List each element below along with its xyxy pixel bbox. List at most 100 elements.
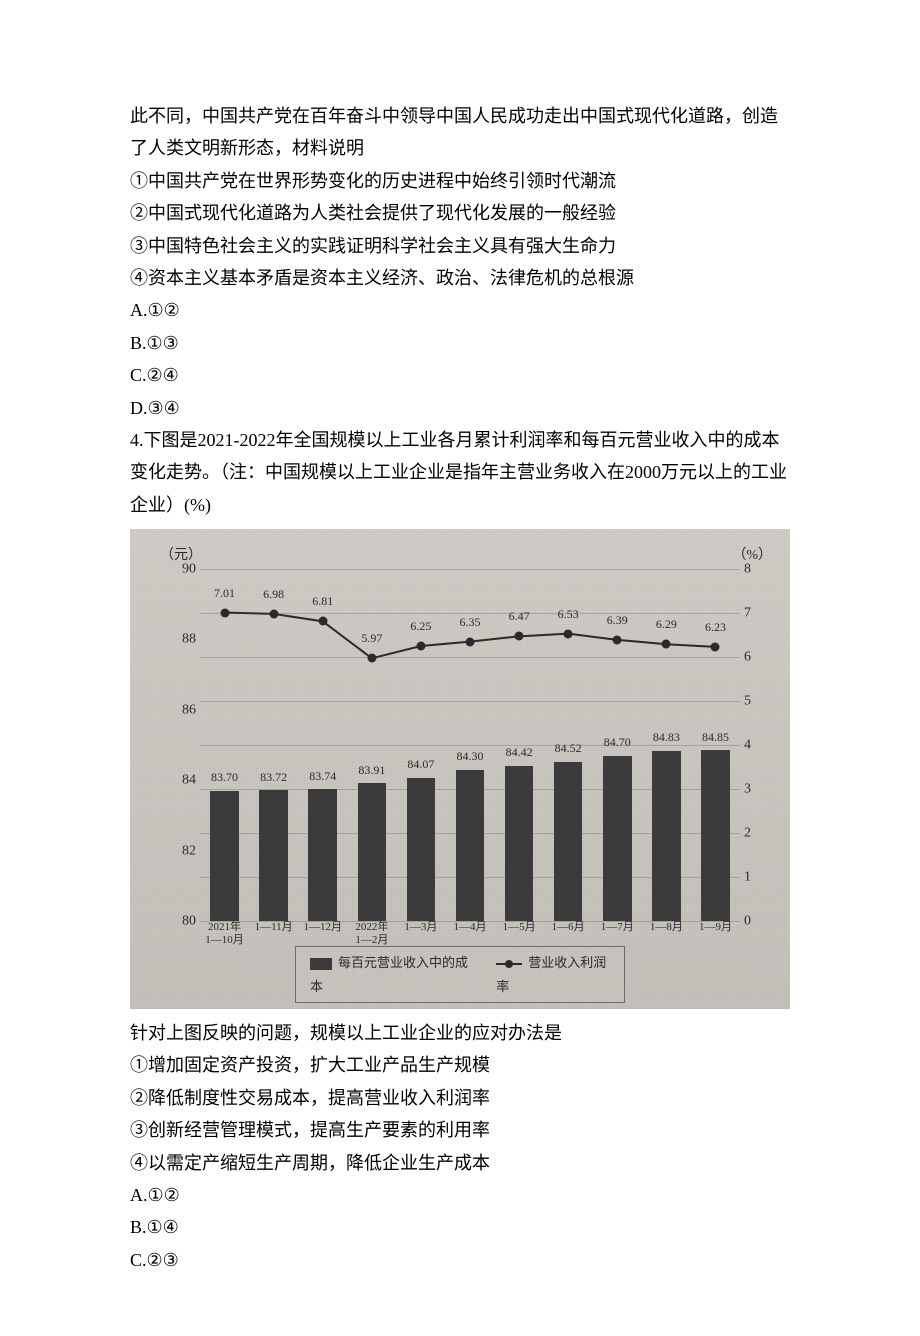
q3-stmt-2: ②中国式现代化道路为人类社会提供了现代化发展的一般经验 [130,197,790,229]
bar-value-label: 84.42 [506,742,533,764]
right-tick-label: 0 [740,908,751,933]
bar [407,778,435,921]
x-tick-label: 1—5月 [503,921,536,934]
line-value-label: 6.39 [607,610,628,632]
plot-area: 80828486889001234567883.7083.7283.7483.9… [200,569,740,921]
q4-stmt-3: ③创新经营管理模式，提高生产要素的利用率 [130,1114,790,1146]
bar [554,762,582,921]
line-value-label: 6.25 [410,616,431,638]
q3-option-c: C.②④ [130,359,790,391]
left-tick-label: 88 [182,627,200,652]
q3-intro-cont: 此不同，中国共产党在百年奋斗中领导中国人民成功走出中国式现代化道路，创造了人类文… [130,100,790,165]
bar [308,789,336,921]
bar-value-label: 83.72 [260,767,287,789]
left-tick-label: 90 [182,556,200,581]
bar-value-label: 84.30 [457,746,484,768]
bar-value-label: 84.07 [407,754,434,776]
gridline [200,569,740,570]
x-tick-label: 1—6月 [552,921,585,934]
gridline [200,657,740,658]
right-tick-label: 5 [740,688,751,713]
x-tick-label: 1—9月 [699,921,732,934]
q4-intro: 4.下图是2021-2022年全国规模以上工业各月累计利润率和每百元营业收入中的… [130,424,790,521]
right-tick-label: 6 [740,644,751,669]
x-tick-label: 2021年 1—10月 [205,921,244,947]
bar-swatch-icon [310,958,332,970]
bar-value-label: 83.91 [358,760,385,782]
x-tick-label: 1—3月 [404,921,437,934]
line-point [367,654,376,663]
right-tick-label: 7 [740,600,751,625]
line-point [220,608,229,617]
bar [603,756,631,921]
q4-after-chart: 针对上图反映的问题，规模以上工业企业的应对办法是 [130,1017,790,1049]
right-tick-label: 2 [740,820,751,845]
bar-value-label: 84.83 [653,727,680,749]
q4-option-a: A.①② [130,1179,790,1211]
bar [652,751,680,921]
q3-stmt-3: ③中国特色社会主义的实践证明科学社会主义具有强大生命力 [130,230,790,262]
left-tick-label: 80 [182,908,200,933]
line-value-label: 6.81 [312,591,333,613]
left-tick-label: 84 [182,768,200,793]
x-tick-label: 1—11月 [255,921,293,934]
line-value-label: 6.53 [558,604,579,626]
bar [456,770,484,921]
legend-line-label: 营业收入利润率 [496,955,606,993]
q4-stmt-1: ①增加固定资产投资，扩大工业产品生产规模 [130,1049,790,1081]
left-tick-label: 86 [182,697,200,722]
q3-stmt-1: ①中国共产党在世界形势变化的历史进程中始终引领时代潮流 [130,165,790,197]
line-point [515,632,524,641]
bar [505,766,533,922]
line-point [564,629,573,638]
bar [210,791,238,921]
line-point [613,635,622,644]
line-value-label: 6.23 [705,617,726,639]
right-axis-unit: （%） [732,543,772,568]
gridline [200,701,740,702]
line-swatch-icon [496,963,522,965]
right-tick-label: 8 [740,556,751,581]
line-value-label: 6.35 [460,611,481,633]
line-value-label: 5.97 [361,628,382,650]
chart-legend: 每百元营业收入中的成本 营业收入利润率 [295,946,625,1003]
line-value-label: 6.47 [509,606,530,628]
x-tick-label: 1—4月 [454,921,487,934]
bar-value-label: 83.74 [309,766,336,788]
bar [358,783,386,921]
x-tick-label: 1—7月 [601,921,634,934]
bar-value-label: 84.70 [604,732,631,754]
q3-option-d: D.③④ [130,392,790,424]
bar [259,790,287,921]
line-value-label: 7.01 [214,582,235,604]
right-tick-label: 1 [740,864,751,889]
line-point [466,637,475,646]
right-tick-label: 4 [740,732,751,757]
line-point [662,640,671,649]
q4-option-b: B.①④ [130,1211,790,1243]
x-tick-label: 1—12月 [303,921,342,934]
legend-item-bar: 每百元营业收入中的成本 [310,951,468,998]
line-point [269,609,278,618]
bar [701,750,729,921]
q3-option-a: A.①② [130,294,790,326]
line-value-label: 6.98 [263,584,284,606]
q4-stmt-2: ②降低制度性交易成本，提高营业收入利润率 [130,1082,790,1114]
bar-value-label: 84.85 [702,727,729,749]
line-point [318,617,327,626]
q3-stmt-4: ④资本主义基本矛盾是资本主义经济、政治、法律危机的总根源 [130,262,790,294]
q4-stmt-4: ④以需定产缩短生产周期，降低企业生产成本 [130,1147,790,1179]
chart-container: （元） （%） 80828486889001234567883.7083.728… [130,529,790,1009]
q3-option-b: B.①③ [130,327,790,359]
line-value-label: 6.29 [656,614,677,636]
legend-item-line: 营业收入利润率 [496,951,610,998]
x-tick-label: 1—8月 [650,921,683,934]
left-tick-label: 82 [182,838,200,863]
q4-option-c: C.②③ [130,1244,790,1276]
line-point [711,642,720,651]
line-point [416,642,425,651]
x-tick-label: 2022年 1—2月 [355,921,388,947]
bar-value-label: 83.70 [211,767,238,789]
right-tick-label: 3 [740,776,751,801]
bar-value-label: 84.52 [555,738,582,760]
